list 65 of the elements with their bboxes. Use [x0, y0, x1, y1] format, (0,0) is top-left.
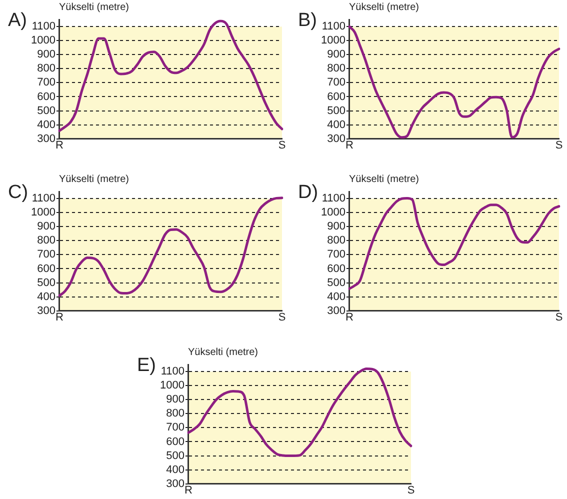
y-tick-label: 400	[327, 118, 346, 131]
y-tick-label: 800	[327, 234, 346, 247]
chart-title: A)	[8, 10, 27, 32]
y-tick-label: 600	[37, 90, 56, 103]
y-tick-label: 400	[37, 118, 56, 131]
chart-title: D)	[298, 182, 318, 204]
y-axis-title: Yükselti (metre)	[59, 174, 130, 185]
y-tick-label: 900	[37, 220, 56, 233]
y-tick-label: 800	[166, 408, 184, 420]
y-tick-label: 300	[327, 132, 346, 145]
y-tick-label: 1100	[160, 366, 184, 378]
y-tick-label: 1100	[322, 192, 346, 205]
y-tick-label: 900	[166, 394, 184, 406]
x-tick-label: S	[278, 139, 286, 152]
y-tick-label: 500	[166, 450, 184, 462]
chart-title: E)	[137, 355, 156, 377]
x-tick-label: R	[184, 484, 192, 496]
y-tick-label: 700	[327, 76, 346, 89]
y-tick-label: 300	[166, 478, 184, 490]
y-tick-label: 600	[327, 90, 346, 103]
x-tick-label: S	[555, 311, 563, 324]
y-tick-label: 600	[166, 436, 184, 448]
y-axis-title: Yükselti (metre)	[349, 2, 420, 13]
x-tick-label: R	[55, 139, 64, 152]
x-tick-label: S	[278, 311, 286, 324]
y-tick-label: 700	[327, 248, 346, 261]
y-tick-label: 300	[37, 304, 56, 317]
x-tick-label: S	[407, 484, 415, 496]
y-tick-label: 400	[166, 464, 184, 476]
y-tick-label: 400	[327, 290, 346, 303]
x-tick-label: R	[345, 311, 354, 324]
y-tick-label: 800	[37, 62, 56, 75]
y-tick-label: 1000	[320, 34, 346, 47]
x-tick-label: R	[55, 311, 64, 324]
y-axis-title: Yükselti (metre)	[59, 2, 130, 13]
y-tick-label: 800	[37, 234, 56, 247]
x-tick-label: S	[555, 139, 563, 152]
y-tick-label: 1000	[30, 34, 56, 47]
y-tick-label: 700	[166, 422, 184, 434]
y-tick-label: 1000	[320, 206, 346, 219]
y-tick-label: 500	[37, 104, 56, 117]
y-tick-label: 300	[327, 304, 346, 317]
y-tick-label: 900	[327, 48, 346, 61]
y-tick-label: 700	[37, 76, 56, 89]
y-tick-label: 1100	[32, 192, 56, 205]
y-tick-label: 1000	[160, 380, 184, 392]
y-tick-label: 900	[37, 48, 56, 61]
y-axis-title: Yükselti (metre)	[188, 347, 258, 358]
y-tick-label: 1100	[32, 20, 56, 33]
x-tick-label: R	[345, 139, 354, 152]
y-tick-label: 1100	[322, 20, 346, 33]
y-tick-label: 600	[37, 262, 56, 275]
y-tick-label: 500	[327, 104, 346, 117]
y-tick-label: 1000	[30, 206, 56, 219]
y-tick-label: 900	[327, 220, 346, 233]
y-tick-label: 300	[37, 132, 56, 145]
chart-title: C)	[8, 182, 28, 204]
y-tick-label: 500	[37, 276, 56, 289]
y-axis-title: Yükselti (metre)	[349, 174, 420, 185]
y-tick-label: 800	[327, 62, 346, 75]
y-tick-label: 500	[327, 276, 346, 289]
y-tick-label: 600	[327, 262, 346, 275]
y-tick-label: 400	[37, 290, 56, 303]
chart-title: B)	[298, 10, 317, 32]
y-tick-label: 700	[37, 248, 56, 261]
